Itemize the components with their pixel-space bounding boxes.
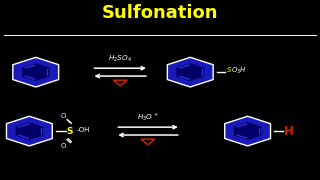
Text: S: S bbox=[66, 127, 72, 136]
Polygon shape bbox=[22, 63, 50, 81]
Polygon shape bbox=[16, 122, 43, 140]
Text: $O_3H$: $O_3H$ bbox=[231, 66, 247, 76]
Text: $H_2SO_4$: $H_2SO_4$ bbox=[108, 54, 132, 64]
Text: $H_3O^+$: $H_3O^+$ bbox=[137, 112, 159, 123]
Polygon shape bbox=[225, 116, 270, 146]
Polygon shape bbox=[167, 57, 213, 87]
Text: H: H bbox=[284, 125, 293, 138]
Polygon shape bbox=[13, 57, 59, 87]
Text: O: O bbox=[61, 143, 67, 149]
Text: Sulfonation: Sulfonation bbox=[102, 4, 218, 22]
Polygon shape bbox=[177, 63, 204, 81]
Polygon shape bbox=[6, 116, 52, 146]
Text: O: O bbox=[61, 113, 67, 119]
Text: $S$: $S$ bbox=[226, 66, 232, 75]
Text: -OH: -OH bbox=[76, 127, 90, 133]
Polygon shape bbox=[234, 122, 261, 140]
